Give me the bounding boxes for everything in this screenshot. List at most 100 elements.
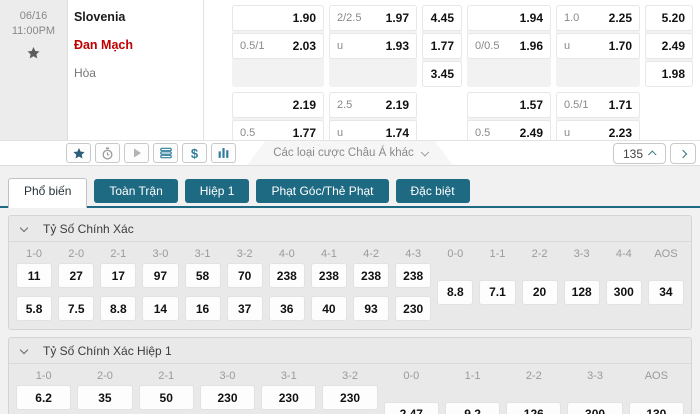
market-tab[interactable]: Đặc biệt: [395, 179, 470, 203]
odds-value: 1.94: [519, 11, 543, 25]
odds-cell[interactable]: 36: [268, 296, 305, 321]
stack-icon[interactable]: [153, 143, 178, 163]
odds-cell[interactable]: 7.1: [479, 279, 516, 305]
odds-cell[interactable]: 238: [268, 263, 305, 288]
odds-cell[interactable]: 8.8: [437, 279, 474, 305]
odds-cell[interactable]: 5.8: [16, 296, 53, 321]
odds-cell[interactable]: 300: [605, 279, 642, 305]
market-tab[interactable]: Hiệp 1: [184, 179, 250, 203]
odds-cell[interactable]: 14: [142, 296, 179, 321]
odds-cell[interactable]: 58: [184, 263, 221, 288]
odds-cell[interactable]: 230: [261, 385, 317, 410]
odds-cell[interactable]: 6.2: [16, 385, 72, 410]
odds-cell[interactable]: 4.45: [422, 5, 462, 31]
score-label: 4-1: [320, 248, 337, 260]
odds-cell[interactable]: 130: [628, 401, 684, 414]
odds-cell[interactable]: 126: [506, 401, 562, 414]
score-label: 4-3: [405, 248, 422, 260]
play-icon[interactable]: [124, 143, 149, 163]
odds-cell[interactable]: 1.94: [467, 5, 551, 31]
odds-cell[interactable]: 7.5: [58, 296, 95, 321]
odds-cell[interactable]: 5.20: [645, 5, 693, 31]
odds-cell[interactable]: 230: [199, 385, 256, 410]
odds-cell[interactable]: u 1.70: [556, 33, 640, 59]
odds-cell[interactable]: 128: [563, 279, 600, 305]
odds-cell[interactable]: 2/2.5 1.97: [329, 5, 417, 31]
odds-cell[interactable]: 300: [567, 401, 623, 414]
odds-cell[interactable]: 0.5/1 2.03: [232, 33, 324, 59]
odds-cell[interactable]: 238: [395, 263, 432, 288]
odds-cell[interactable]: 230: [322, 385, 378, 410]
draw-score-columns: 0-0 8.8 1-1 7.1 2-2 20: [434, 246, 687, 321]
score-label: 2-1: [110, 248, 127, 260]
section-header[interactable]: Tỷ Số Chính Xác Hiệp 1: [9, 338, 691, 364]
odds-line-label: 0.5/1: [564, 99, 589, 111]
1h-handicap-1-group: 2.19 0.5 1.77: [232, 92, 324, 146]
match-date: 06/16: [19, 10, 48, 22]
star-icon[interactable]: [26, 46, 41, 65]
away-team-name[interactable]: Đan Mạch: [73, 38, 133, 52]
odds-cell[interactable]: 50: [138, 385, 194, 410]
teams: Slovenia Đan Mạch Hòa: [67, 0, 204, 140]
score-label: 0-0: [403, 370, 420, 382]
favorite-star-icon[interactable]: [66, 143, 91, 163]
odds-cell[interactable]: 230: [395, 296, 432, 321]
odds-cell[interactable]: 238: [310, 263, 347, 288]
score-label: 2-2: [525, 370, 542, 382]
odds-cell[interactable]: 27: [58, 263, 95, 288]
asian-bets-dropdown[interactable]: Các loại cược Châu Á khác: [247, 141, 453, 165]
odds-cell[interactable]: 1.90: [232, 5, 324, 31]
odds-cell[interactable]: 11: [16, 263, 53, 288]
odds-cell[interactable]: 2.5 2.19: [329, 92, 417, 118]
odds-cell[interactable]: 2.47: [383, 401, 439, 414]
odds-cell[interactable]: 1.0 2.25: [556, 5, 640, 31]
score-column: 2-1 50 26: [138, 368, 194, 414]
chevron-right-icon: [678, 149, 688, 158]
odds-cell[interactable]: u 1.93: [329, 33, 417, 59]
odds-cell[interactable]: 2.19: [232, 92, 324, 118]
score-column: 3-1 58 16: [184, 246, 221, 321]
stopwatch-icon[interactable]: [95, 143, 120, 163]
score-label: 4-4: [615, 248, 632, 260]
odds-cell[interactable]: 20: [521, 279, 558, 305]
odds-cell[interactable]: 97: [142, 263, 179, 288]
odds-cell[interactable]: 1.98: [645, 61, 693, 87]
odds-cell[interactable]: 70: [226, 263, 263, 288]
odds-cell[interactable]: 238: [353, 263, 390, 288]
odds-cell[interactable]: 93: [353, 296, 390, 321]
odds-cell[interactable]: 0.5/1 1.71: [556, 92, 640, 118]
ft-handicap-1-group: 1.90 0.5/1 2.03: [232, 5, 324, 87]
odds-cell[interactable]: 2.49: [645, 33, 693, 59]
odds-cell[interactable]: 17: [100, 263, 137, 288]
odds-cell[interactable]: 8.8: [100, 296, 137, 321]
odds-cell[interactable]: 1.57: [467, 92, 551, 118]
1h-1x2-1-group: [422, 92, 462, 146]
odds-cell[interactable]: 34: [647, 279, 684, 305]
market-count-button[interactable]: 135: [612, 143, 666, 164]
market-tab[interactable]: Phạt Góc/Thẻ Phạt: [256, 179, 389, 203]
odds-cell[interactable]: 35: [77, 385, 133, 410]
odds-value: 1.97: [385, 11, 409, 25]
section-header[interactable]: Tỷ Số Chính Xác: [9, 216, 691, 242]
odds-cell[interactable]: 16: [184, 296, 221, 321]
odds-cell[interactable]: 0/0.5 1.96: [467, 33, 551, 59]
1h-over-under-1-group: 2.5 2.19 u 1.74: [329, 92, 417, 146]
match-datetime: 06/16 11:00PM: [0, 0, 68, 140]
market-tab[interactable]: Phổ biến: [8, 178, 88, 208]
odds-cell[interactable]: 37: [226, 296, 263, 321]
next-page-button[interactable]: [670, 143, 696, 164]
market-tab[interactable]: Toàn Trận: [94, 179, 178, 203]
dollar-icon[interactable]: $: [182, 143, 207, 163]
odds-cell[interactable]: 3.45: [422, 61, 462, 87]
odds-cell[interactable]: 1.77: [422, 33, 462, 59]
odds-cell[interactable]: 40: [310, 296, 347, 321]
odds-cell[interactable]: 9.2: [444, 401, 501, 414]
home-team-name[interactable]: Slovenia: [73, 10, 126, 24]
score-label: 2-1: [158, 370, 175, 382]
chevron-up-icon: [648, 149, 657, 159]
score-label: 3-1: [194, 248, 211, 260]
score-column: 2-2 126: [506, 368, 562, 414]
score-column: 2-2 20: [521, 246, 558, 321]
stats-bars-icon[interactable]: [211, 143, 236, 163]
score-pair-columns: 1-0 6.2 3.2 2-0 35 9.2 2-1: [13, 368, 381, 414]
